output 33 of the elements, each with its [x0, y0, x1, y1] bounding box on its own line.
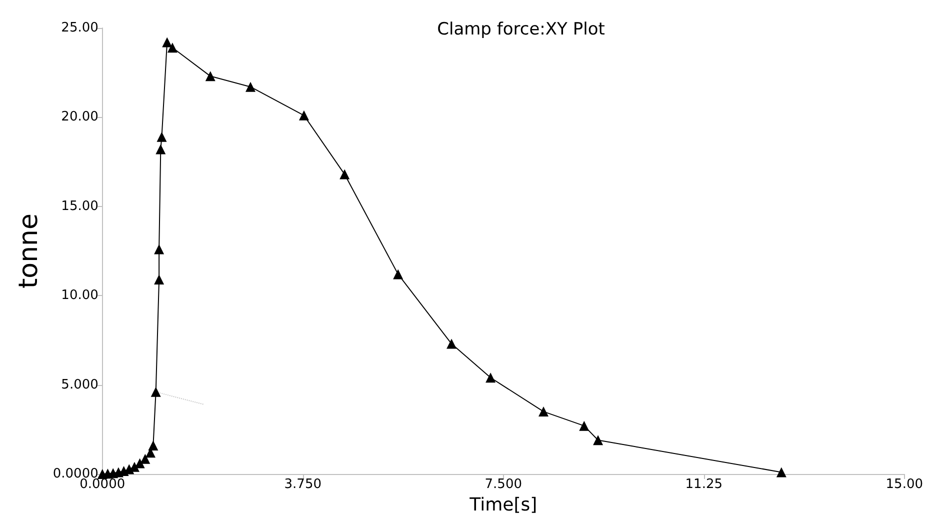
point [393, 269, 404, 280]
x-tick-label: 11.25 [685, 477, 722, 492]
point [538, 406, 548, 417]
point [150, 386, 161, 397]
y-axis-title: tonne [14, 213, 44, 289]
x-axis-title: Time[s] [468, 494, 538, 516]
y-tick-label: 25.00 [61, 20, 98, 36]
point [154, 274, 164, 285]
chart-title: Clamp force:XY Plot [437, 20, 606, 40]
point [298, 110, 309, 120]
point [156, 144, 166, 154]
point [486, 372, 496, 383]
y-tick-label: 15.00 [61, 198, 98, 214]
y-tick-label: 5.000 [61, 377, 98, 392]
point [205, 71, 216, 82]
point [776, 467, 786, 478]
point [140, 454, 150, 464]
y-tick-label: 10.00 [61, 288, 98, 304]
point [134, 458, 145, 468]
x-tick-label: 15.00 [886, 477, 923, 492]
point [593, 435, 604, 446]
point [162, 37, 172, 48]
point [446, 338, 457, 349]
point [340, 169, 350, 180]
y-tick-label: 20.00 [61, 110, 98, 125]
point [156, 132, 167, 142]
x-tick-label: 7.500 [484, 477, 522, 492]
point [245, 82, 256, 92]
point [579, 420, 590, 431]
point [154, 244, 164, 254]
point [167, 42, 178, 53]
x-tick-label: 3.750 [284, 477, 322, 492]
point [148, 440, 158, 450]
